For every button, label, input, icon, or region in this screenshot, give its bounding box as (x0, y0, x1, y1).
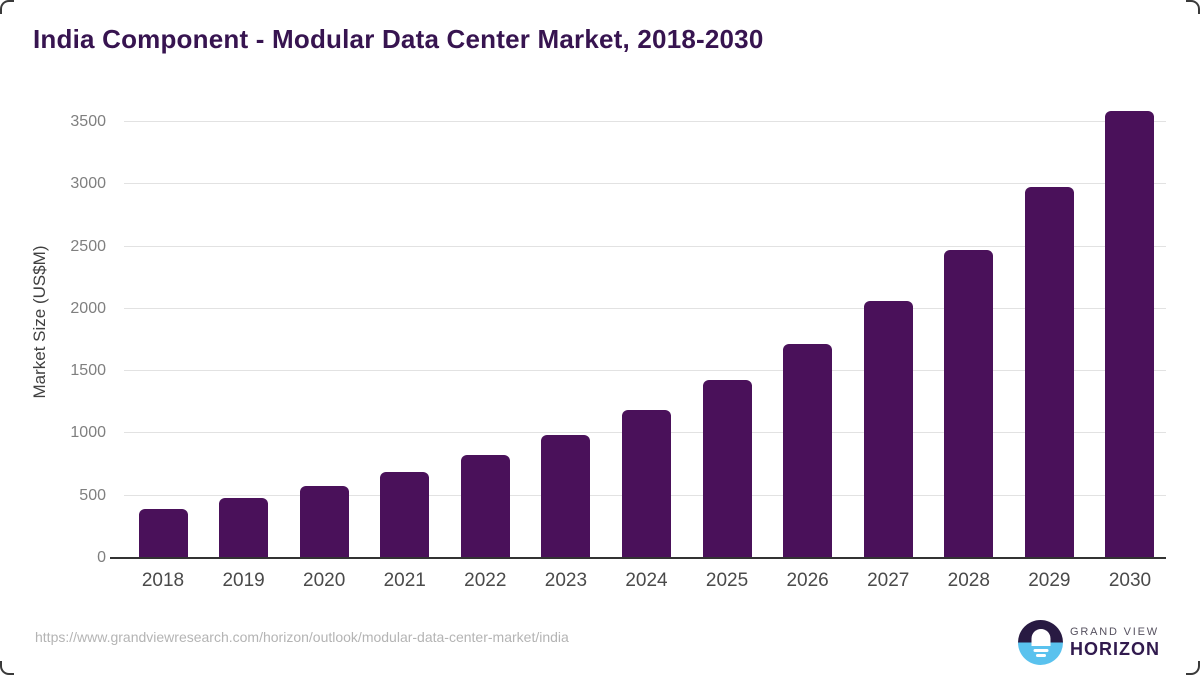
y-tick-label-0: 0 (97, 549, 106, 566)
gridline-2000 (124, 307, 1166, 309)
x-tick-label-2021: 2021 (383, 570, 426, 591)
rounded-corner-decoration (1186, 0, 1200, 14)
y-tick-label-500: 500 (79, 486, 106, 504)
plot-area (110, 110, 1166, 558)
bar-2028 (944, 249, 994, 558)
rounded-corner-decoration (1186, 661, 1200, 675)
x-tick-label-2029: 2029 (1028, 570, 1071, 591)
brand-wordmark: GRAND VIEW HORIZON (1070, 620, 1160, 665)
bar-2023 (541, 434, 591, 558)
x-tick-label-2025: 2025 (705, 570, 749, 591)
gridline-2500 (124, 245, 1166, 247)
y-tick-label-2000: 2000 (70, 299, 106, 317)
brand-name-top: GRAND VIEW (1070, 626, 1159, 638)
x-tick-label-2027: 2027 (867, 570, 910, 591)
gridline-1500 (124, 370, 1166, 372)
bar-2021 (380, 472, 430, 558)
y-tick-label-1000: 1000 (70, 424, 106, 442)
x-tick-label-2023: 2023 (544, 570, 588, 591)
brand-logo: GRAND VIEW HORIZON (1018, 620, 1160, 665)
source-url: https://www.grandviewresearch.com/horizo… (35, 629, 569, 645)
bar-2024 (621, 409, 671, 558)
y-tick-label-2500: 2500 (70, 237, 106, 255)
gridline-3500 (124, 121, 1166, 122)
x-tick-label-2019: 2019 (222, 570, 265, 591)
x-tick-label-2026: 2026 (786, 570, 829, 591)
bar-2030 (1105, 110, 1155, 558)
bar-2026 (783, 343, 833, 558)
bar-2019 (219, 498, 269, 558)
x-tick-label-2018: 2018 (141, 570, 185, 591)
x-tick-label-2020: 2020 (303, 570, 346, 591)
x-axis-line (110, 557, 1166, 559)
y-tick-label-3000: 3000 (70, 175, 106, 193)
bar-2029 (1024, 187, 1074, 558)
bar-2018 (138, 508, 188, 558)
y-tick-label-3500: 3500 (70, 113, 106, 130)
x-tick-label-2030: 2030 (1108, 570, 1152, 591)
rounded-corner-decoration (0, 0, 14, 14)
logo-sun-shape (1031, 629, 1050, 646)
x-tick-label-2022: 2022 (464, 570, 507, 591)
gridline-3000 (124, 183, 1166, 185)
sunrise-horizon-icon (1018, 620, 1063, 665)
bar-2025 (702, 379, 752, 558)
chart-title: India Component - Modular Data Center Ma… (33, 24, 764, 54)
y-tick-label-1500: 1500 (70, 362, 106, 380)
rounded-corner-decoration (0, 661, 14, 675)
logo-reflection-line (1033, 648, 1048, 652)
bar-2020 (299, 486, 349, 558)
logo-reflection-line (1035, 653, 1046, 657)
x-tick-label-2024: 2024 (625, 570, 668, 591)
bar-2022 (460, 454, 510, 558)
brand-name-bottom: HORIZON (1070, 639, 1160, 659)
x-tick-label-2028: 2028 (947, 570, 990, 591)
bar-2027 (863, 301, 913, 558)
